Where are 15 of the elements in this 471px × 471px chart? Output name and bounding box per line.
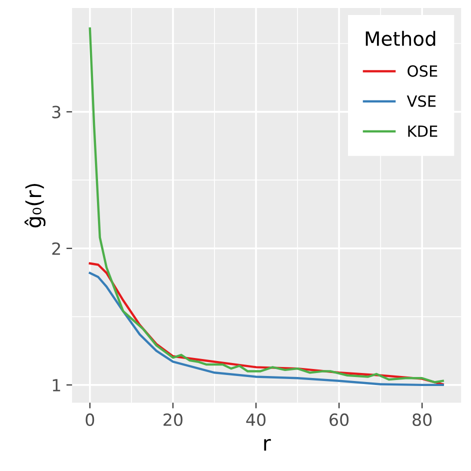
y-tick-label: 1 <box>52 379 60 392</box>
y-tick-label: 3 <box>52 106 60 118</box>
legend-label: OSE <box>408 65 438 77</box>
x-tick-label: 20 <box>164 413 182 426</box>
x-tick-label: 0 <box>86 413 94 426</box>
legend-title: Method <box>366 30 436 46</box>
x-tick-label: 80 <box>412 413 432 426</box>
line-series <box>88 27 444 384</box>
y-tick-label: 2 <box>52 242 60 255</box>
x-tick-label: 40 <box>246 413 266 426</box>
legend-label: KDE <box>408 126 438 137</box>
y-axis-title: ĝ₀(r) <box>24 184 46 228</box>
x-axis-title: r <box>264 438 271 451</box>
x-tick-label: 60 <box>330 413 349 426</box>
legend-label: VSE <box>406 95 436 107</box>
